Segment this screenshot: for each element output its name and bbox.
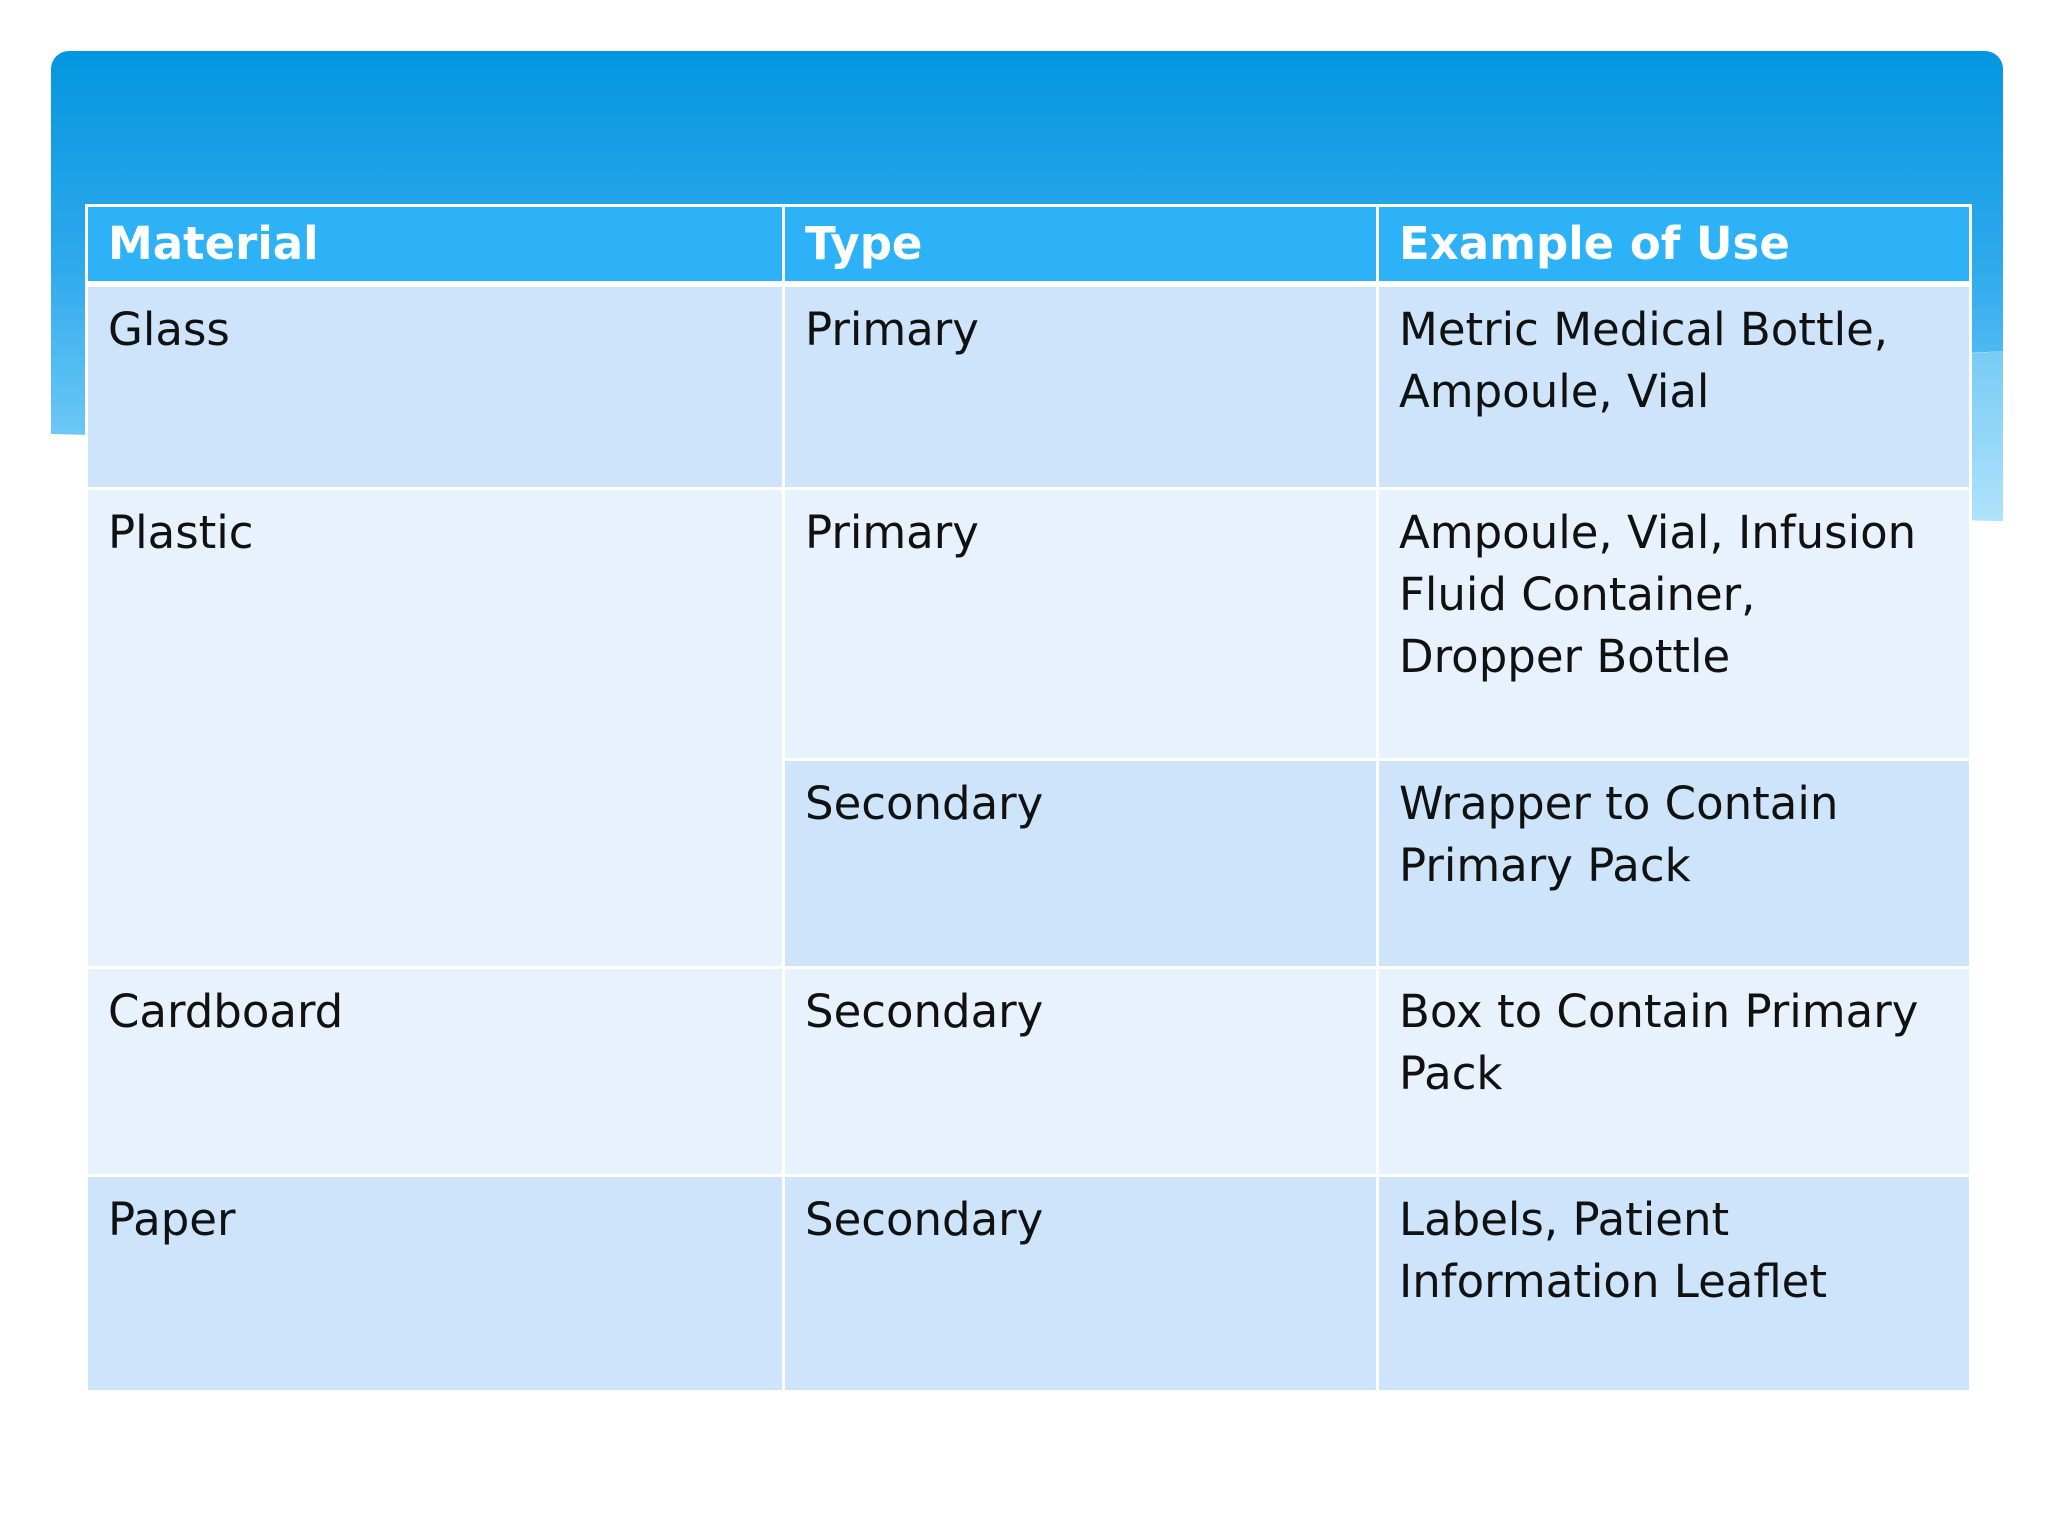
packaging-table-container: Material Type Example of Use Glass Prima… xyxy=(85,204,1972,1393)
packaging-materials-table: Material Type Example of Use Glass Prima… xyxy=(85,204,1972,1393)
cell-material: Paper xyxy=(85,1174,785,1393)
cell-type: Secondary xyxy=(782,758,1379,969)
cell-example: Metric Medical Bottle, Ampoule, Vial xyxy=(1376,282,1972,490)
cell-example: Ampoule, Vial, Infusion Fluid Container,… xyxy=(1376,487,1972,761)
table-header-row: Material Type Example of Use xyxy=(85,204,1972,287)
cell-example: Wrapper to Contain Primary Pack xyxy=(1376,758,1972,969)
table-row: Glass Primary Metric Medical Bottle, Amp… xyxy=(85,282,1972,490)
header-type: Type xyxy=(782,204,1379,287)
table-row: Plastic Primary Ampoule, Vial, Infusion … xyxy=(85,487,1972,969)
table-row: Paper Secondary Labels, Patient Informat… xyxy=(85,1174,1972,1393)
cell-type: Secondary xyxy=(782,1174,1379,1393)
cell-example: Box to Contain Primary Pack xyxy=(1376,966,1972,1177)
table-row: Cardboard Secondary Box to Contain Prima… xyxy=(85,966,1972,1177)
cell-example: Labels, Patient Information Leaflet xyxy=(1376,1174,1972,1393)
cell-material: Plastic xyxy=(85,487,785,969)
cell-type: Primary xyxy=(782,487,1379,761)
header-material: Material xyxy=(85,204,785,287)
header-example-of-use: Example of Use xyxy=(1376,204,1972,287)
table-row: Secondary Wrapper to Contain Primary Pac… xyxy=(87,758,1972,969)
cell-material: Cardboard xyxy=(85,966,785,1177)
cell-type: Secondary xyxy=(782,966,1379,1177)
cell-type: Primary xyxy=(782,282,1379,490)
cell-material: Glass xyxy=(85,282,785,490)
